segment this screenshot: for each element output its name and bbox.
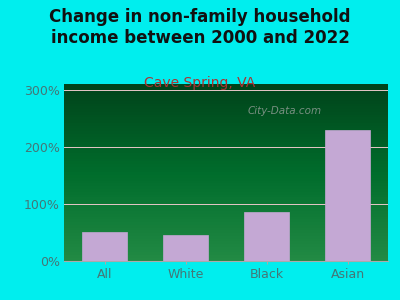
Text: Change in non-family household
income between 2000 and 2022: Change in non-family household income be… bbox=[49, 8, 351, 47]
Bar bbox=[82, 232, 127, 261]
Text: City-Data.com: City-Data.com bbox=[247, 106, 321, 116]
Bar bbox=[325, 130, 370, 261]
Bar bbox=[244, 212, 289, 261]
Text: Cave Spring, VA: Cave Spring, VA bbox=[144, 76, 256, 91]
Bar bbox=[163, 235, 208, 261]
